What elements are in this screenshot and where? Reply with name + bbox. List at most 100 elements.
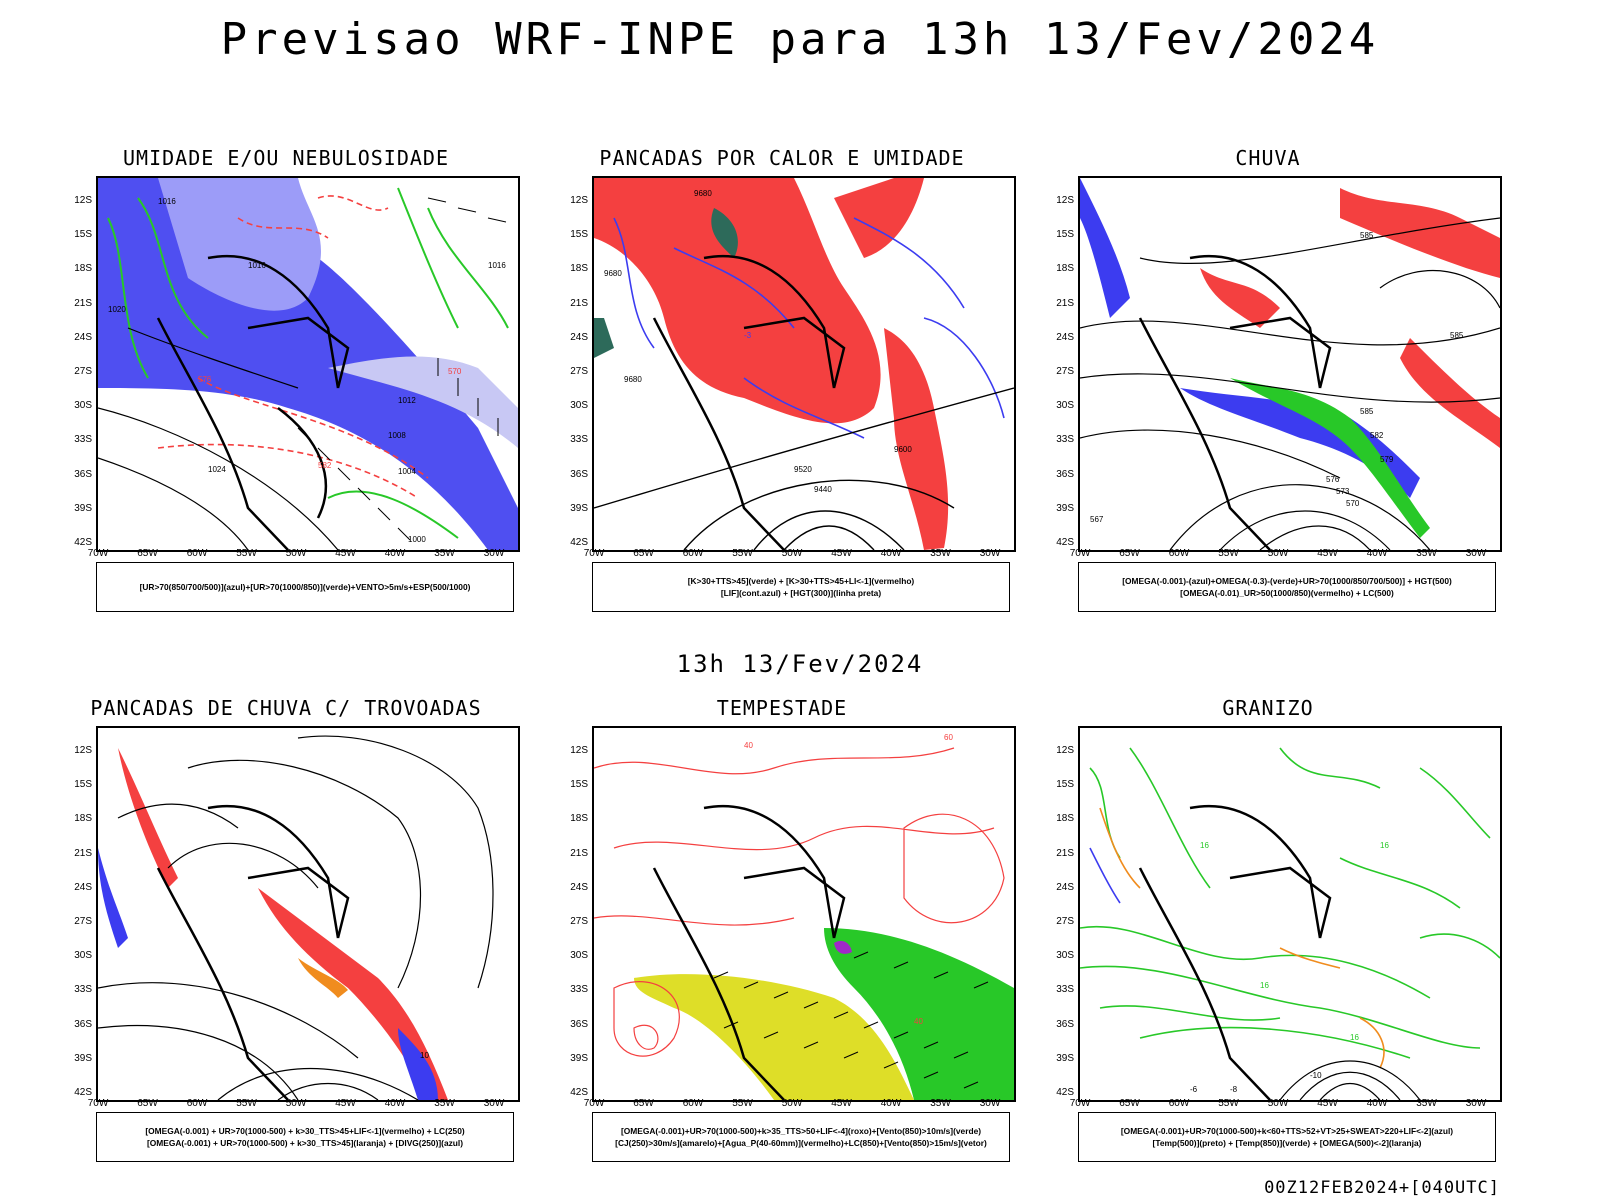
contour-label: 570 xyxy=(1346,499,1360,508)
lon-tick-label: 70W xyxy=(1069,1098,1091,1109)
contour-label: 582 xyxy=(1370,431,1384,440)
lat-tick-label: 36S xyxy=(570,1018,588,1030)
lat-tick-label: 21S xyxy=(570,847,588,859)
lon-tick-label: 30W xyxy=(483,1098,505,1109)
lat-tick-label: 27S xyxy=(74,366,92,377)
legend-trovoadas: [OMEGA(-0.001) + UR>70(1000-500) + k>30_… xyxy=(96,1112,514,1162)
lat-tick-label: 39S xyxy=(570,1052,588,1064)
lat-tick-label: 42S xyxy=(570,537,588,548)
lat-tick-label: 12S xyxy=(1056,745,1074,756)
contour-label: -3 xyxy=(744,331,752,340)
contour-label: -8 xyxy=(1230,1085,1238,1094)
lon-tick-label: 35W xyxy=(1416,548,1437,559)
lon-tick-label: 35W xyxy=(434,548,455,559)
contour-label: 1012 xyxy=(398,396,416,405)
lat-tick-label: 15S xyxy=(1056,229,1074,241)
lon-tick-label: 60W xyxy=(186,1098,208,1109)
lon-tick-label: 55W xyxy=(1218,1098,1239,1109)
lon-tick-label: 65W xyxy=(633,1098,654,1109)
lat-tick-label: 15S xyxy=(570,779,588,791)
lat-tick-label: 15S xyxy=(74,229,92,241)
lat-tick-label: 30S xyxy=(570,950,588,962)
contour-label: -10 xyxy=(1310,1071,1322,1080)
panel-title: UMIDADE E/OU NEBULOSIDADE xyxy=(122,146,450,170)
lat-tick-label: 33S xyxy=(1056,984,1074,996)
lon-tick-label: 35W xyxy=(930,548,951,559)
contour-label: 9520 xyxy=(794,465,812,474)
map-chuva: 585 585 585 582 579 576 573 570 567 xyxy=(1078,176,1502,552)
legend-umidade: [UR>70(850/700/500)](azul)+[UR>70(1000/8… xyxy=(96,562,514,612)
lat-tick-label: 30S xyxy=(570,400,588,412)
lon-tick-label: 55W xyxy=(732,548,753,559)
lon-tick-label: 55W xyxy=(236,1098,257,1109)
map-chuva-canvas: 585 585 585 582 579 576 573 570 567 xyxy=(1080,178,1500,550)
lon-tick-label: 35W xyxy=(930,1098,951,1109)
lat-tick-label: 33S xyxy=(570,434,588,446)
map-trovoadas: 10 xyxy=(96,726,520,1102)
contour-label: 570 xyxy=(448,367,462,376)
contour-label: 573 xyxy=(1336,487,1350,496)
lon-tick-label: 65W xyxy=(633,548,654,559)
lat-tick-label: 21S xyxy=(1056,847,1074,859)
lat-tick-label: 24S xyxy=(570,331,588,343)
lon-tick-label: 30W xyxy=(979,548,1001,559)
lon-tick-label: 70W xyxy=(1069,548,1091,559)
contour-label: 40 xyxy=(914,1017,923,1026)
contour-label: 16 xyxy=(1350,1033,1359,1042)
lat-tick-label: 39S xyxy=(1056,502,1074,514)
lon-tick-label: 35W xyxy=(1416,1098,1437,1109)
legend-line: [CJ(250)>30m/s](amarelo)+[Agua_P(40-60mm… xyxy=(615,1138,987,1148)
contour-label: 585 xyxy=(1360,231,1374,240)
lon-tick-label: 65W xyxy=(137,1098,158,1109)
lon-tick-label: 55W xyxy=(236,548,257,559)
lat-tick-label: 30S xyxy=(1056,400,1074,412)
lat-tick-label: 24S xyxy=(74,331,92,343)
main-title: Previsao WRF-INPE para 13h 13/Fev/2024 xyxy=(220,14,1380,65)
lat-tick-label: 21S xyxy=(74,297,92,309)
contour-label: 585 xyxy=(1360,407,1374,416)
lat-tick-label: 21S xyxy=(74,847,92,859)
lat-tick-label: 12S xyxy=(1056,195,1074,206)
lat-tick-label: 15S xyxy=(1056,779,1074,791)
lon-tick-label: 60W xyxy=(1168,548,1190,559)
lat-tick-label: 36S xyxy=(1056,1018,1074,1030)
lon-tick-label: 45W xyxy=(335,1098,356,1109)
lon-tick-label: 40W xyxy=(880,548,902,559)
contour-label: 582 xyxy=(318,461,332,470)
panel-title: CHUVA xyxy=(1235,146,1301,170)
lat-tick-label: 27S xyxy=(570,916,588,927)
run-code: 00Z12FEB2024+[040UTC] xyxy=(1264,1178,1500,1198)
lat-tick-label: 36S xyxy=(570,468,588,480)
subtitle: 13h 13/Fev/2024 xyxy=(676,650,924,678)
lat-tick-label: 18S xyxy=(1056,263,1074,275)
panel-umidade: UMIDADE E/OU NEBULOSIDADE 1016 1016 1016… xyxy=(46,146,526,616)
lon-tick-label: 60W xyxy=(186,548,208,559)
legend-line: [OMEGA(-0.001)+UR>70(1000-500)+k>35_TTS>… xyxy=(620,1126,982,1136)
lat-tick-label: 42S xyxy=(1056,1087,1074,1098)
lon-tick-label: 65W xyxy=(1119,548,1140,559)
lat-tick-label: 12S xyxy=(74,195,92,206)
panel-trovoadas: PANCADAS DE CHUVA C/ TROVOADAS 10 [OMEGA… xyxy=(46,696,526,1166)
lon-tick-label: 45W xyxy=(831,1098,852,1109)
lat-tick-label: 42S xyxy=(1056,537,1074,548)
lat-tick-label: 30S xyxy=(74,400,92,412)
lon-tick-label: 45W xyxy=(831,548,852,559)
lon-tick-label: 70W xyxy=(87,1098,109,1109)
contour-label: 9680 xyxy=(624,375,642,384)
contour-label: 60 xyxy=(944,733,953,742)
lat-tick-label: 15S xyxy=(570,229,588,241)
contour-label: 1004 xyxy=(398,467,416,476)
contour-label: 9600 xyxy=(894,445,912,454)
lon-tick-label: 60W xyxy=(682,1098,704,1109)
lon-tick-label: 50W xyxy=(285,1098,307,1109)
lat-tick-label: 36S xyxy=(1056,468,1074,480)
lat-tick-label: 36S xyxy=(74,468,92,480)
legend-tempestade: [OMEGA(-0.001)+UR>70(1000-500)+k>35_TTS>… xyxy=(592,1112,1010,1162)
lat-tick-label: 33S xyxy=(570,984,588,996)
contour-label: -6 xyxy=(1190,1085,1198,1094)
lat-tick-label: 21S xyxy=(1056,297,1074,309)
lat-tick-label: 39S xyxy=(570,502,588,514)
lat-tick-label: 12S xyxy=(570,195,588,206)
lon-tick-label: 70W xyxy=(87,548,109,559)
contour-label: 9440 xyxy=(814,485,832,494)
